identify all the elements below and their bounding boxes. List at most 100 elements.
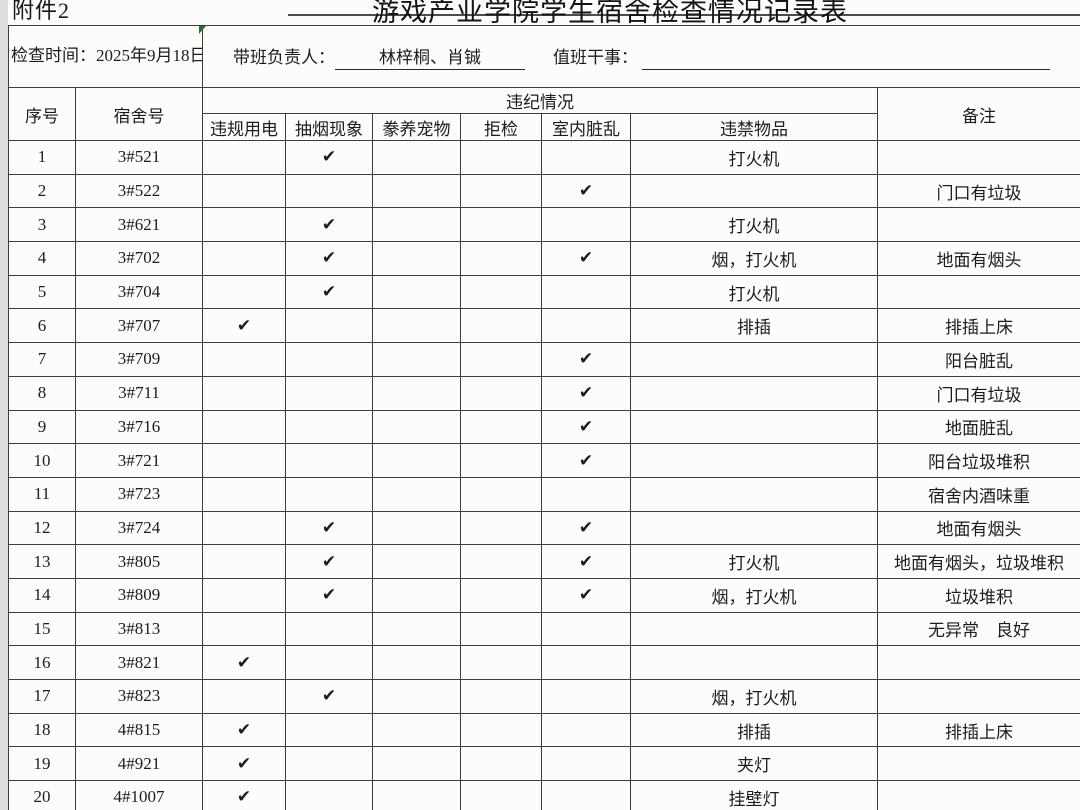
table-row: 20 4#1007 ✔ 挂壁灯 (8, 780, 1080, 810)
check-messy (541, 780, 631, 810)
dorm-number: 3#805 (75, 544, 203, 579)
leader-label: 带班负责人： (233, 48, 336, 67)
check-refuse (460, 679, 542, 714)
check-smoke: ✔ (285, 140, 373, 175)
remark: 排插上床 (876, 308, 1080, 344)
remark: 门口有垃圾 (876, 173, 1080, 209)
remark: 门口有垃圾 (876, 375, 1080, 411)
check-refuse (460, 443, 542, 478)
personnel-cell: 带班负责人： 林梓桐、肖铖 值班干事： (201, 25, 1080, 88)
check-refuse (460, 342, 542, 377)
check-pet (372, 712, 461, 748)
check-smoke: ✔ (285, 577, 373, 613)
check-elec (202, 443, 286, 478)
row-index: 13 (8, 544, 76, 579)
table-row: 4 3#702 ✔ ✔ 烟，打火机 地面有烟头 (8, 241, 1080, 276)
check-smoke: ✔ (285, 510, 373, 546)
header-prohibited-items: 违禁物品 (630, 113, 878, 141)
dorm-number: 3#704 (75, 274, 203, 310)
row-index: 1 (8, 140, 76, 175)
check-pet (372, 140, 461, 175)
row-index: 4 (8, 241, 76, 276)
check-refuse (460, 611, 542, 647)
check-elec (202, 173, 286, 209)
dorm-number: 4#1007 (75, 780, 203, 810)
inspection-time-cell: 检查时间：2025年9月18日 (8, 25, 203, 88)
check-smoke (285, 375, 373, 411)
check-smoke (285, 443, 373, 478)
inspection-table: 检查时间：2025年9月18日 带班负责人： 林梓桐、肖铖 值班干事： 序号 宿舍号… (8, 25, 1080, 810)
row-index: 9 (8, 409, 76, 445)
prohibited-items (630, 645, 878, 680)
dorm-number: 3#711 (75, 375, 203, 411)
row-index: 17 (8, 679, 76, 714)
table-row: 7 3#709 ✔ 阳台脏乱 (8, 342, 1080, 377)
check-elec (202, 510, 286, 546)
check-elec: ✔ (202, 308, 286, 344)
check-pet (372, 241, 461, 276)
dorm-number: 3#813 (75, 611, 203, 647)
leader-names: 林梓桐、肖铖 (335, 43, 526, 70)
check-elec: ✔ (202, 645, 286, 680)
check-refuse (460, 780, 542, 810)
remark: 阳台垃圾堆积 (876, 443, 1080, 478)
page-title: 游戏产业学院学生宿舍检查情况记录表 (372, 0, 848, 27)
row-index: 5 (8, 274, 76, 310)
check-messy (541, 207, 631, 243)
header-pets: 豢养宠物 (372, 113, 461, 141)
check-pet (372, 577, 461, 613)
check-refuse (460, 544, 542, 579)
check-pet (372, 746, 461, 782)
check-pet (372, 342, 461, 377)
check-pet (372, 544, 461, 579)
info-row: 检查时间：2025年9月18日 带班负责人： 林梓桐、肖铖 值班干事： (8, 25, 1080, 88)
dorm-number: 3#709 (75, 342, 203, 377)
check-pet (372, 645, 461, 680)
check-refuse (460, 173, 542, 209)
duty-officer-label: 值班干事： (553, 48, 639, 67)
remark (876, 679, 1080, 714)
check-elec: ✔ (202, 780, 286, 810)
table-row: 6 3#707 ✔ 排插 排插上床 (8, 308, 1080, 344)
check-elec (202, 476, 286, 512)
prohibited-items: 打火机 (630, 207, 878, 243)
prohibited-items: 烟，打火机 (630, 577, 878, 613)
prohibited-items: 打火机 (630, 544, 878, 579)
check-elec (202, 342, 286, 377)
remark (876, 140, 1080, 175)
dorm-number: 3#621 (75, 207, 203, 243)
table-row: 16 3#821 ✔ (8, 645, 1080, 680)
check-pet (372, 173, 461, 209)
check-messy (541, 611, 631, 647)
remark: 地面有烟头，垃圾堆积 (876, 544, 1080, 579)
check-refuse (460, 712, 542, 748)
duty-officer-blank-line (642, 45, 1051, 70)
table-row: 1 3#521 ✔ 打火机 (8, 140, 1080, 175)
row-index: 15 (8, 611, 76, 647)
check-elec (202, 679, 286, 714)
prohibited-items (630, 173, 878, 209)
check-smoke (285, 173, 373, 209)
title-underline (288, 14, 1080, 16)
header-smoking: 抽烟现象 (285, 113, 373, 141)
dorm-number: 3#823 (75, 679, 203, 714)
row-index: 8 (8, 375, 76, 411)
check-elec (202, 409, 286, 445)
check-elec (202, 207, 286, 243)
prohibited-items (630, 510, 878, 546)
header-refuse-inspection: 拒检 (460, 113, 542, 141)
row-index: 20 (8, 780, 76, 810)
row-index: 10 (8, 443, 76, 478)
prohibited-items: 打火机 (630, 274, 878, 310)
check-elec (202, 544, 286, 579)
prohibited-items: 烟，打火机 (630, 679, 878, 714)
prohibited-items (630, 611, 878, 647)
remark: 无异常 良好 (876, 611, 1080, 647)
check-refuse (460, 645, 542, 680)
dorm-number: 3#821 (75, 645, 203, 680)
table-row: 14 3#809 ✔ ✔ 烟，打火机 垃圾堆积 (8, 577, 1080, 613)
remark: 宿舍内酒味重 (876, 476, 1080, 512)
remark: 地面脏乱 (876, 409, 1080, 445)
check-smoke: ✔ (285, 679, 373, 714)
